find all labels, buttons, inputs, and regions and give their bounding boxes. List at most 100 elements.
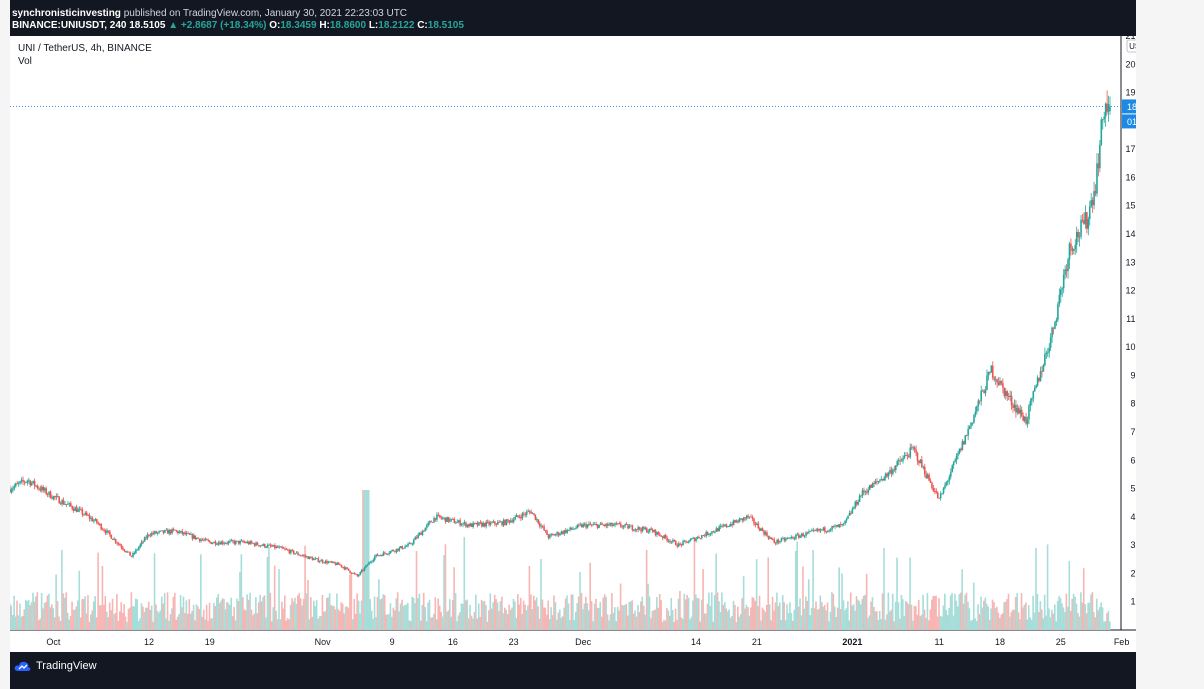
volume-bar bbox=[330, 605, 332, 630]
volume-bar bbox=[686, 595, 688, 630]
candle-body bbox=[580, 524, 583, 528]
volume-bar bbox=[917, 599, 920, 630]
pair-label: UNI / TetherUS, 4h, BINANCE bbox=[18, 43, 152, 54]
volume-bar bbox=[576, 603, 578, 630]
volume-bar bbox=[311, 616, 314, 630]
volume-bar bbox=[858, 601, 861, 630]
volume-bar bbox=[391, 616, 393, 630]
volume-bar bbox=[27, 600, 30, 630]
candle-body bbox=[867, 489, 870, 493]
volume-bar bbox=[987, 606, 990, 630]
y-tick-label: 10.0000 bbox=[1125, 342, 1136, 352]
volume-bar bbox=[1009, 616, 1011, 630]
y-tick-label: 6.0000 bbox=[1130, 455, 1136, 465]
candle-body bbox=[993, 377, 996, 380]
author-name[interactable]: synchronisticinvesting bbox=[12, 8, 121, 19]
volume-bar bbox=[20, 616, 23, 630]
candle-body bbox=[874, 481, 877, 484]
candle-body bbox=[333, 561, 336, 564]
chart-area[interactable]: 21.000020.000019.000018.000017.000016.00… bbox=[10, 36, 1136, 652]
candle-body bbox=[925, 474, 927, 479]
candle-body bbox=[488, 521, 490, 525]
candle-body bbox=[533, 513, 535, 515]
candle-body bbox=[426, 524, 428, 528]
candle-body bbox=[643, 526, 645, 530]
candle-body bbox=[164, 530, 166, 533]
volume-bar bbox=[496, 602, 499, 630]
candle-body bbox=[893, 469, 896, 471]
candle-body bbox=[771, 539, 774, 540]
candle-body bbox=[135, 549, 137, 553]
volume-bar bbox=[463, 537, 466, 630]
candle-body bbox=[554, 534, 557, 536]
candle-body bbox=[853, 507, 855, 509]
volume-bar bbox=[634, 610, 636, 630]
candle-body bbox=[1012, 405, 1014, 408]
volume-bar bbox=[1052, 613, 1055, 630]
candle-body bbox=[653, 529, 655, 532]
volume-bar bbox=[201, 616, 204, 630]
volume-bar bbox=[91, 610, 94, 630]
candle-body bbox=[978, 400, 981, 402]
volume-bar bbox=[1059, 598, 1062, 630]
candle-body bbox=[764, 532, 767, 535]
volume-bar bbox=[146, 607, 149, 630]
volume-bar bbox=[770, 620, 772, 630]
volume-bar bbox=[295, 603, 298, 630]
x-tick-label: 12 bbox=[144, 637, 154, 647]
volume-bar bbox=[443, 555, 445, 630]
candle-body bbox=[421, 530, 424, 535]
volume-bar bbox=[768, 604, 771, 630]
volume-bar bbox=[242, 597, 244, 630]
volume-bar bbox=[299, 598, 302, 630]
candle-body bbox=[424, 527, 427, 532]
last-price-box bbox=[1122, 99, 1136, 114]
volume-bar bbox=[79, 617, 82, 630]
candle-body bbox=[758, 528, 761, 531]
candle-body bbox=[104, 530, 107, 534]
candle-body bbox=[133, 552, 136, 554]
volume-bar bbox=[1000, 614, 1003, 630]
candle-body bbox=[644, 528, 647, 530]
candle-body bbox=[240, 540, 243, 542]
candle-body bbox=[674, 541, 677, 546]
candle-body bbox=[757, 523, 760, 529]
volume-bar bbox=[777, 605, 780, 630]
candle-body bbox=[197, 537, 199, 539]
tradingview-logo[interactable]: TradingView bbox=[14, 660, 97, 672]
volume-bar bbox=[831, 592, 833, 630]
candle-body bbox=[828, 530, 831, 532]
candle-body bbox=[612, 525, 615, 526]
close-value: 18.5105 bbox=[427, 20, 464, 31]
volume-bar bbox=[942, 605, 945, 630]
volume-bar bbox=[570, 594, 573, 630]
candle-body bbox=[210, 542, 212, 544]
volume-bar bbox=[194, 620, 196, 630]
volume-bar bbox=[734, 604, 736, 630]
candle-body bbox=[576, 524, 579, 529]
volume-bar bbox=[84, 596, 86, 630]
volume-bar bbox=[674, 608, 677, 630]
volume-bar bbox=[121, 612, 124, 630]
volume-bar bbox=[318, 616, 321, 630]
candle-body bbox=[119, 544, 121, 546]
volume-bar bbox=[386, 614, 389, 630]
candle-body bbox=[94, 519, 97, 521]
candle-body bbox=[905, 455, 907, 456]
volume-bar bbox=[383, 595, 386, 630]
volume-bar bbox=[774, 602, 777, 630]
candle-body bbox=[990, 365, 993, 373]
volume-bar bbox=[890, 609, 893, 630]
candle-body bbox=[999, 380, 1001, 385]
volume-bar bbox=[55, 574, 57, 630]
volume-bar bbox=[74, 609, 76, 630]
volume-bar bbox=[660, 600, 662, 630]
volume-bar bbox=[579, 572, 581, 630]
volume-bar bbox=[479, 616, 481, 630]
volume-bar bbox=[644, 614, 646, 630]
volume-bar bbox=[1091, 592, 1094, 630]
volume-bar bbox=[414, 603, 416, 630]
candle-body bbox=[910, 447, 913, 449]
volume-bar bbox=[42, 608, 44, 630]
candlestick-chart[interactable]: 21.000020.000019.000018.000017.000016.00… bbox=[10, 36, 1136, 652]
